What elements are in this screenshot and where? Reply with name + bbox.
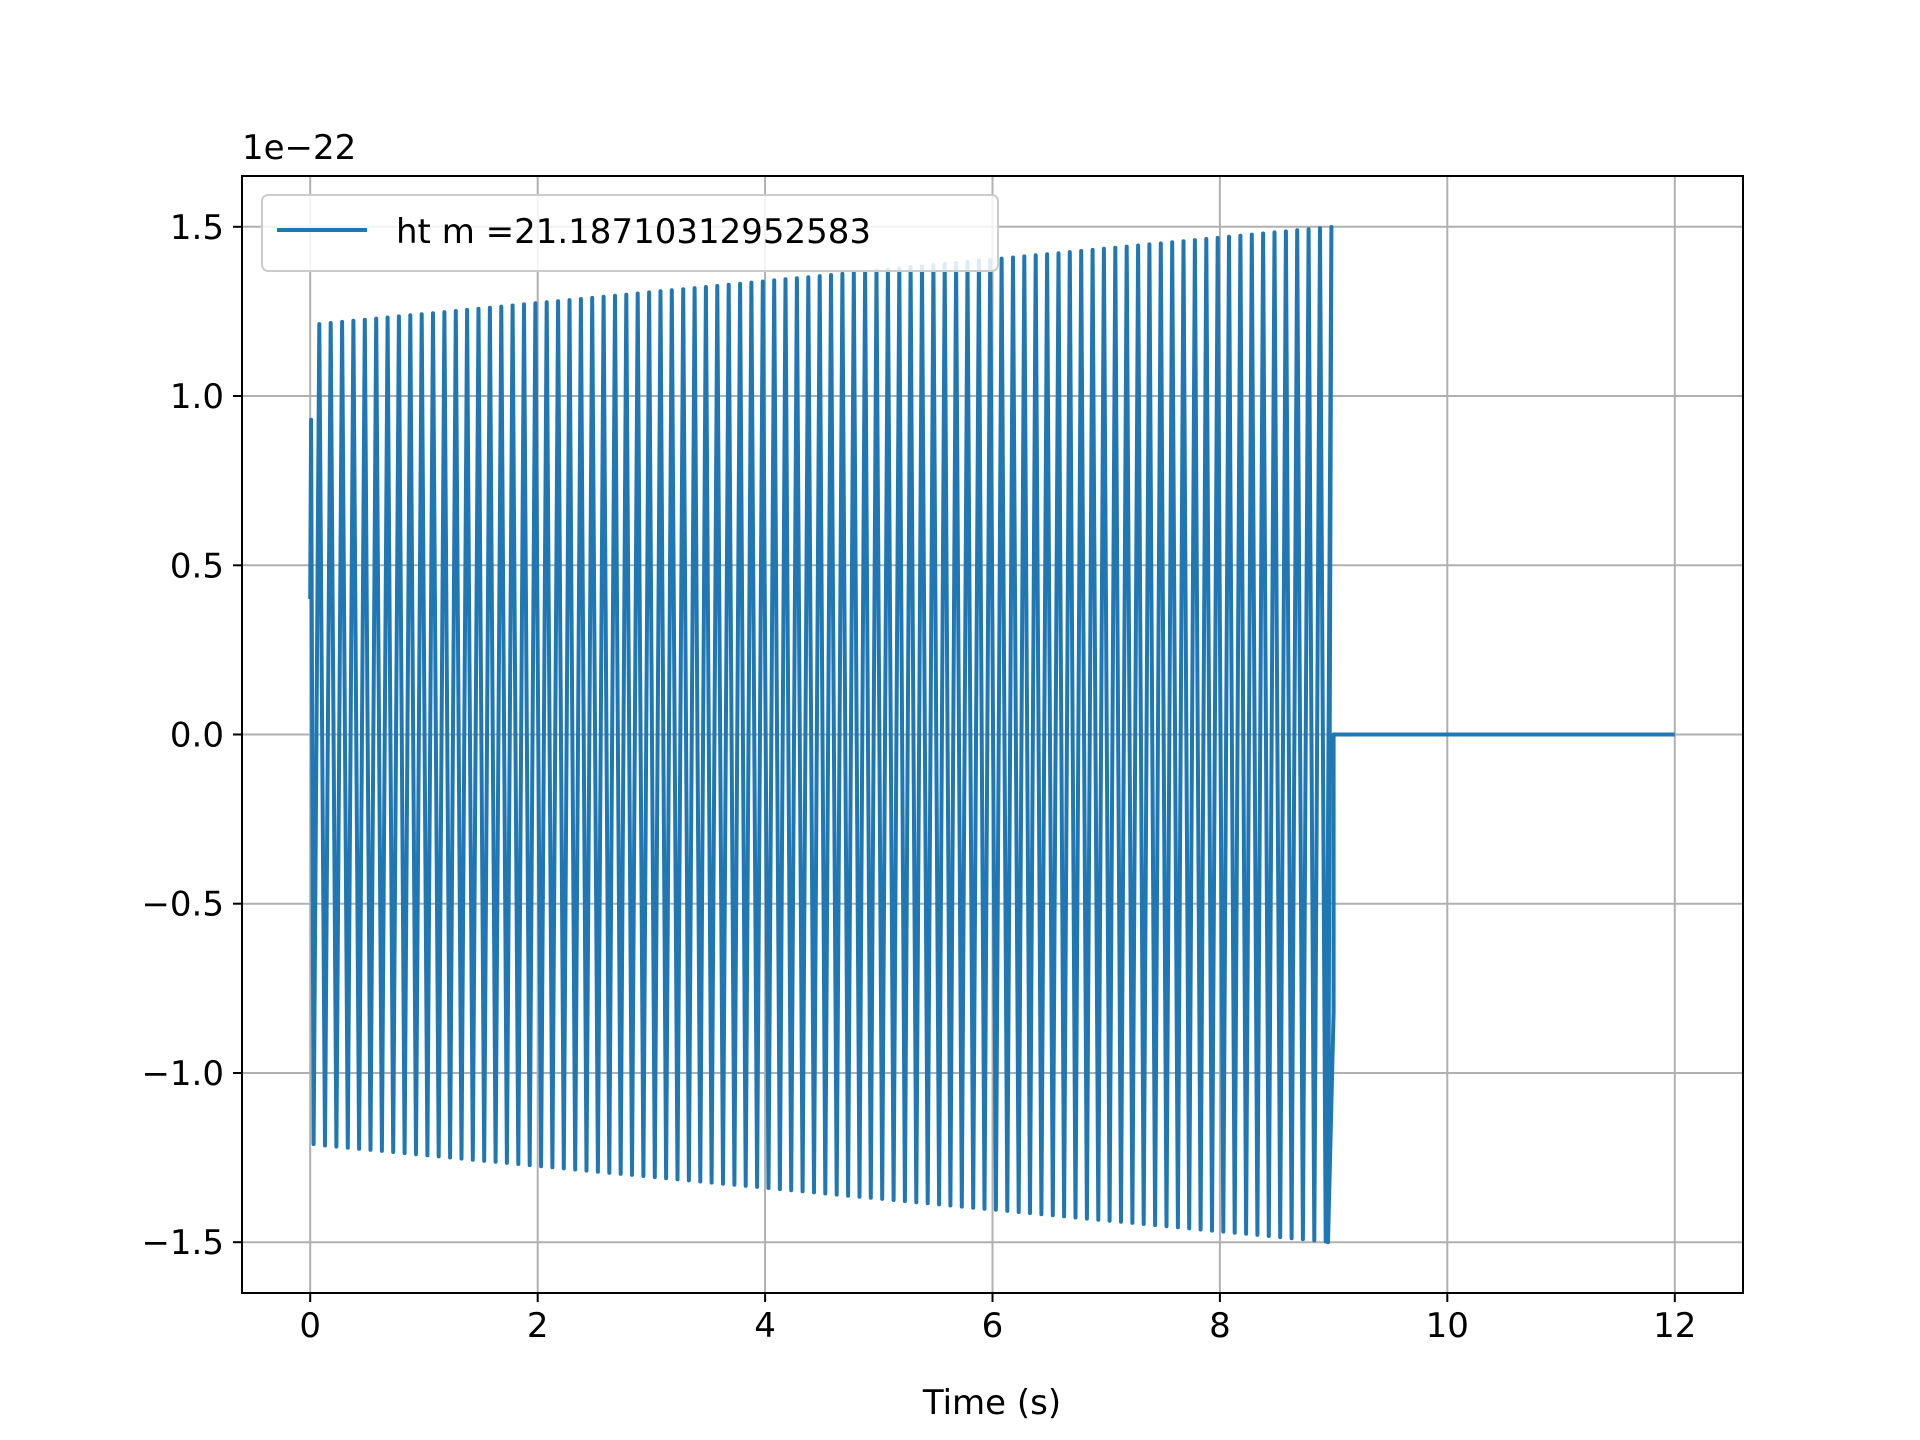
series-line xyxy=(308,225,1675,1245)
y-tick-label: 0.5 xyxy=(170,546,224,586)
y-tick-label: −1.0 xyxy=(141,1054,224,1094)
y-tick-label: 0.0 xyxy=(170,716,224,756)
y-offset-label: 1e−22 xyxy=(242,128,356,168)
x-tick-label: 10 xyxy=(1426,1306,1469,1346)
y-tick-label: 1.5 xyxy=(170,208,224,248)
x-tick-label: 0 xyxy=(299,1306,321,1346)
x-tick-label: 2 xyxy=(527,1306,549,1346)
x-tick-label: 8 xyxy=(1209,1306,1231,1346)
x-tick-label: 4 xyxy=(754,1306,776,1346)
y-tick-label: −1.5 xyxy=(141,1223,224,1263)
legend-box xyxy=(261,194,999,272)
legend: ht m =21.18710312952583 xyxy=(261,194,999,272)
legend-label: ht m =21.18710312952583 xyxy=(396,212,871,252)
y-tick-label: −0.5 xyxy=(141,885,224,925)
x-axis-label: Time (s) xyxy=(922,1383,1061,1423)
x-tick-label: 6 xyxy=(982,1306,1004,1346)
x-axis-ticks: 0 2 4 6 8 10 12 xyxy=(299,1293,1696,1346)
x-tick-label: 12 xyxy=(1653,1306,1696,1346)
y-axis-ticks: −1.5 −1.0 −0.5 0.0 0.5 1.0 1.5 xyxy=(141,208,242,1263)
y-tick-label: 1.0 xyxy=(170,377,224,417)
series-layer xyxy=(308,225,1675,1245)
